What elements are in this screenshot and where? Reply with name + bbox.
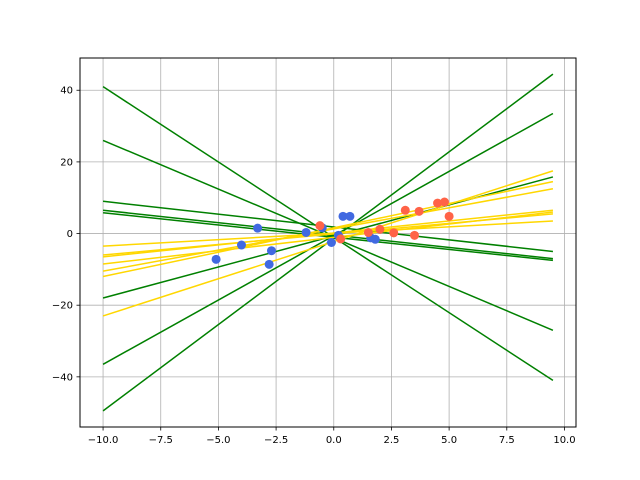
line-gold: [102, 180, 554, 278]
scatter-point-blue: [345, 211, 355, 221]
scatter-point-blue: [301, 227, 311, 237]
x-tick-label: 5.0: [441, 435, 457, 446]
scatter-point-red: [400, 205, 410, 215]
y-tick-label: −40: [52, 372, 73, 383]
scatter-point-red: [414, 206, 424, 216]
x-tick-label: −7.5: [149, 435, 173, 446]
scatter-point-red: [389, 228, 399, 238]
scatter-point-red: [410, 230, 420, 240]
scatter-point-red: [444, 211, 454, 221]
line-green: [102, 112, 554, 365]
scatter-point-blue: [326, 238, 336, 247]
line-green: [102, 212, 554, 262]
scatter-point-blue: [266, 246, 276, 256]
scatter-point-blue: [253, 223, 263, 233]
line-green: [102, 139, 554, 331]
y-tick-label: 0: [67, 229, 73, 240]
y-tick-label: 20: [60, 157, 73, 168]
y-tick-label: −20: [52, 301, 73, 312]
x-tick-label: 7.5: [499, 435, 515, 446]
x-tick-label: −10.0: [88, 435, 119, 446]
scatter-points: [211, 197, 454, 269]
scatter-point-blue: [370, 234, 380, 244]
line-series: [102, 73, 554, 412]
line-gold: [102, 188, 554, 272]
scatter-point-blue: [236, 240, 246, 250]
scatter-point-blue: [211, 254, 221, 264]
x-tick-label: 0.0: [326, 435, 342, 446]
x-tick-label: −5.0: [206, 435, 230, 446]
scatter-point-red: [433, 198, 443, 208]
scatter-point-red: [336, 234, 346, 244]
scatter-point-red: [440, 197, 450, 207]
y-axis: −40 −20 0 20 40: [52, 86, 80, 383]
scatter-point-blue: [264, 259, 274, 269]
line-gold: [103, 213, 553, 256]
x-tick-label: −2.5: [264, 435, 288, 446]
scatter-point-red: [315, 221, 325, 231]
scatter-point-red: [375, 224, 385, 234]
y-tick-label: 40: [60, 86, 73, 97]
axes-frame: [79, 57, 577, 428]
line-gold: [103, 220, 553, 247]
line-green: [102, 200, 554, 253]
scatter-point-blue: [338, 211, 348, 221]
x-tick-label: 10.0: [553, 435, 575, 446]
scatter-point-red: [363, 227, 373, 237]
x-axis: −10.0 −7.5 −5.0 −2.5 0.0 2.5 5.0 7.5 10.0: [88, 427, 576, 446]
x-tick-label: 2.5: [383, 435, 399, 446]
